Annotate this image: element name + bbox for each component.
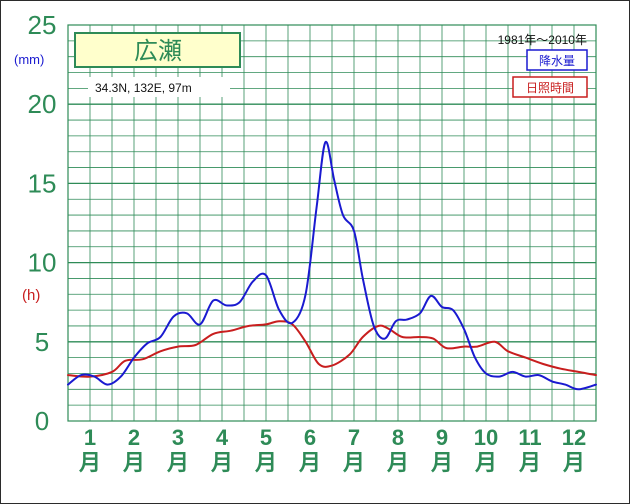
month-number: 1: [84, 425, 96, 450]
month-suffix: 月: [386, 450, 409, 475]
unit-label-sun: (h): [22, 287, 40, 304]
legend: 降水量 日照時間: [512, 49, 588, 98]
y-tick-label: 15: [28, 168, 57, 198]
month-number: 7: [348, 425, 360, 450]
legend-precip-label: 降水量: [539, 54, 575, 68]
unit-label-precip: (mm): [14, 52, 44, 67]
month-number: 3: [172, 425, 184, 450]
month-suffix: 月: [474, 450, 497, 475]
station-box: 広瀬: [74, 32, 241, 68]
month-suffix: 月: [562, 450, 585, 475]
grid-lines: [68, 25, 596, 421]
month-number: 5: [260, 425, 272, 450]
month-suffix: 月: [518, 450, 541, 475]
station-name: 広瀬: [134, 38, 182, 65]
y-tick-label: 20: [28, 89, 57, 119]
month-suffix: 月: [210, 450, 233, 475]
coordinates-background: [88, 77, 230, 97]
month-number: 6: [304, 425, 316, 450]
month-suffix: 月: [122, 450, 145, 475]
y-tick-labels: 0 5 10 15 20 25: [28, 10, 57, 436]
month-suffix: 月: [430, 450, 453, 475]
legend-precip-box: [526, 49, 588, 71]
month-number: 11: [518, 425, 541, 450]
station-coordinates: 34.3N, 132E, 97m: [95, 81, 192, 95]
month-suffix: 月: [78, 450, 101, 475]
y-tick-label: 0: [35, 406, 49, 436]
y-tick-label: 5: [35, 327, 49, 357]
series-lines: [67, 141, 597, 391]
sunshine-line: [67, 320, 597, 378]
month-number: 4: [216, 425, 229, 450]
legend-sun-label: 日照時間: [526, 81, 574, 95]
period-label: 1981年〜2010年: [498, 33, 587, 47]
legend-sun-box: [512, 76, 588, 98]
month-suffix: 月: [342, 450, 365, 475]
month-suffix: 月: [166, 450, 189, 475]
month-number: 8: [392, 425, 404, 450]
month-number: 2: [128, 425, 140, 450]
y-tick-label: 25: [28, 10, 57, 40]
y-tick-label: 10: [28, 248, 57, 278]
station-box-frame: [74, 32, 241, 68]
month-suffix: 月: [254, 450, 277, 475]
month-number: 12: [562, 425, 586, 450]
month-suffix: 月: [298, 450, 321, 475]
month-number: 9: [436, 425, 448, 450]
precipitation-line: [67, 141, 597, 391]
month-number: 10: [474, 425, 498, 450]
